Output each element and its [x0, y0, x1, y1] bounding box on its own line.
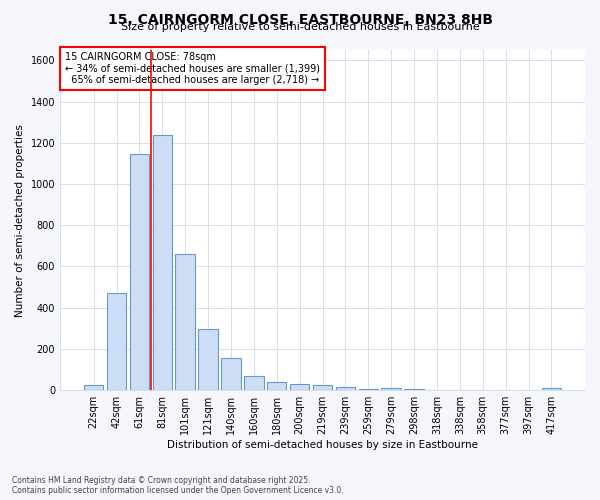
Bar	[107, 294, 126, 390]
Bar	[313, 385, 332, 390]
Bar	[290, 384, 310, 390]
Text: 15 CAIRNGORM CLOSE: 78sqm
← 34% of semi-detached houses are smaller (1,399)
  65: 15 CAIRNGORM CLOSE: 78sqm ← 34% of semi-…	[65, 52, 320, 85]
Text: Size of property relative to semi-detached houses in Eastbourne: Size of property relative to semi-detach…	[121, 22, 479, 32]
Bar	[244, 376, 263, 390]
Bar	[199, 330, 218, 390]
Bar	[152, 134, 172, 390]
Text: Contains HM Land Registry data © Crown copyright and database right 2025.
Contai: Contains HM Land Registry data © Crown c…	[12, 476, 344, 495]
Bar	[267, 382, 286, 390]
X-axis label: Distribution of semi-detached houses by size in Eastbourne: Distribution of semi-detached houses by …	[167, 440, 478, 450]
Y-axis label: Number of semi-detached properties: Number of semi-detached properties	[15, 124, 25, 316]
Bar	[359, 389, 378, 390]
Bar	[335, 387, 355, 390]
Bar	[221, 358, 241, 390]
Bar	[130, 154, 149, 390]
Text: 15, CAIRNGORM CLOSE, EASTBOURNE, BN23 8HB: 15, CAIRNGORM CLOSE, EASTBOURNE, BN23 8H…	[107, 12, 493, 26]
Bar	[404, 389, 424, 390]
Bar	[382, 388, 401, 390]
Bar	[84, 385, 103, 390]
Bar	[542, 388, 561, 390]
Bar	[175, 254, 195, 390]
